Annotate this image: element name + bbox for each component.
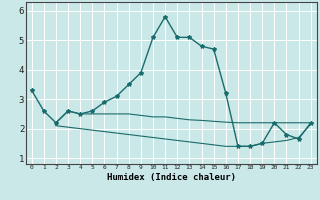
X-axis label: Humidex (Indice chaleur): Humidex (Indice chaleur) [107, 173, 236, 182]
